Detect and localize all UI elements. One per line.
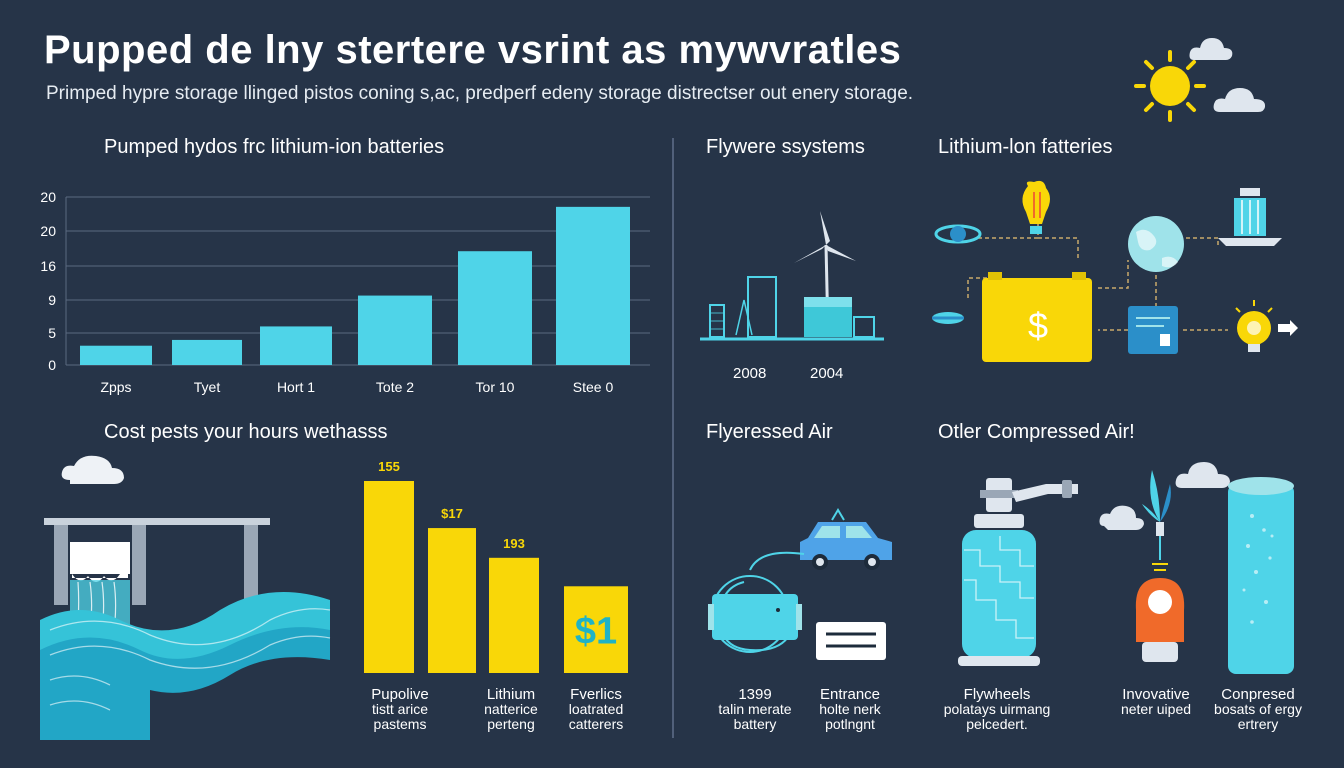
- bottom-right-label-1-title: Flywheels: [963, 686, 1031, 703]
- bottom-right-label-2-line2: neter uiped: [1120, 701, 1192, 717]
- bottom-mid-label-2-line3: potlngnt: [825, 716, 875, 732]
- cost-label-2-title: Lithium: [486, 686, 536, 703]
- bar: [364, 481, 414, 673]
- section-title-bottom-right: Otler Compressed Air!: [938, 421, 1135, 443]
- bar: [260, 326, 332, 365]
- x-tick-label: Zpps: [100, 379, 131, 395]
- bottom-mid-label-2-line2: holte nerk: [819, 701, 881, 717]
- car-battery-diagram: [708, 508, 892, 660]
- bar-value-label: $1: [575, 611, 617, 653]
- section-title-top-left: Pumped hydos frc lithium-ion batteries: [104, 136, 445, 158]
- y-tick-label: 5: [48, 325, 56, 341]
- flywheel-year-2: 2004: [810, 365, 844, 382]
- bar-value-label: 155: [378, 459, 400, 474]
- bottom-right-label-1-line2: polatays uirmang: [943, 701, 1051, 717]
- bottom-right-label-3: Conpresed bosats of ergy ertrery: [1208, 687, 1308, 732]
- bottom-right-label-2-title: Invovative: [1122, 686, 1190, 703]
- page-title: Pupped de lny stertere vsrint as mywvrat…: [44, 28, 902, 72]
- flywheel-year-1: 2008: [733, 365, 767, 382]
- document-icon: [1128, 306, 1178, 354]
- bar: [489, 557, 539, 673]
- cost-label-3-line2: loatrated: [568, 701, 624, 717]
- bottom-mid-label-1: 1399 talin merate battery: [700, 687, 810, 732]
- innovative-device-icon: [1099, 470, 1185, 662]
- y-tick-label: 20: [40, 189, 56, 205]
- sun-icon: [1134, 50, 1206, 122]
- bar: [556, 206, 630, 365]
- x-tick-label: Tor 10: [476, 379, 515, 395]
- center-divider: [672, 138, 674, 738]
- battery-tower-icon: [1218, 188, 1282, 246]
- drone-icon: [932, 312, 964, 324]
- bottom-mid-label-2: Entrance holte nerk potlngnt: [800, 687, 900, 732]
- x-tick-label: Tyet: [194, 379, 221, 395]
- bottom-right-label-3-line2: bosats of ergy: [1214, 701, 1302, 717]
- wind-turbine-icon: [1142, 470, 1171, 536]
- bar-value-label: 193: [503, 536, 525, 551]
- cost-label-3-title: Fverlics: [570, 686, 622, 703]
- page-subtitle: Primped hypre storage llinged pistos con…: [46, 83, 914, 104]
- cloud-icon: [1175, 462, 1230, 488]
- section-title-bottom-mid: Flyeressed Air: [706, 421, 833, 443]
- bottom-mid-label-1-line2: talin merate: [718, 701, 792, 717]
- bar: [458, 251, 532, 365]
- cost-label-3: Fverlics loatrated catterers: [551, 687, 641, 732]
- bar-chart-cost: 155 $17 193 $1: [364, 459, 628, 673]
- bottom-mid-label-1-title: 1399: [738, 686, 772, 703]
- cost-label-3-line3: catterers: [568, 716, 624, 732]
- bar: [564, 586, 628, 673]
- bar: [358, 295, 432, 365]
- section-title-top-right: Lithium-lon fatteries: [938, 136, 1113, 158]
- bar-chart-pumped-hydro: 0 5 9 16 20 20 Zpps Tyet Hort 1 Tote 2 Tor 10 Stee …: [40, 189, 650, 395]
- bottom-mid-label-1-line3: battery: [733, 716, 777, 732]
- bar: [172, 339, 242, 365]
- bottom-right-label-2: Invovative neter uiped: [1106, 687, 1206, 717]
- bar: [428, 528, 476, 673]
- battery-flow-diagram: $: [932, 180, 1298, 362]
- cloud-icon: [1213, 88, 1266, 112]
- x-tick-label: Stee 0: [573, 379, 614, 395]
- bar: [80, 345, 152, 365]
- cost-label-2-line2: natterice: [484, 701, 538, 717]
- dollar-icon: $: [1028, 305, 1048, 346]
- car-icon: [800, 508, 892, 570]
- section-title-bottom-left: Cost pests your hours wethasss: [104, 421, 388, 443]
- bottom-right-label-3-line3: ertrery: [1237, 716, 1279, 732]
- bottom-right-label-3-title: Conpresed: [1221, 686, 1295, 703]
- satellite-icon: [934, 224, 982, 244]
- hydro-dam-icon: [40, 455, 331, 740]
- wind-turbine-icon: [700, 211, 884, 341]
- x-tick-label: Hort 1: [277, 379, 315, 395]
- cost-label-1-title: Pupolive: [371, 686, 429, 703]
- bottom-right-label-1-line3: pelcedert.: [966, 716, 1028, 732]
- cloud-icon: [1189, 38, 1233, 60]
- globe-icon: [1128, 216, 1184, 272]
- flywheel-icon: [708, 594, 802, 640]
- bar-value-label: $17: [441, 506, 463, 521]
- cost-label-2-line3: perteng: [487, 716, 535, 732]
- y-tick-label: 9: [48, 292, 56, 308]
- cost-label-1: Pupolive tistt arice pastems: [355, 687, 445, 732]
- cost-label-1-line3: pastems: [373, 716, 427, 732]
- y-tick-label: 20: [40, 223, 56, 239]
- lightbulb-icon: [1022, 180, 1050, 234]
- lightbulb-icon: [1235, 300, 1273, 352]
- cost-label-1-line2: tistt arice: [371, 701, 428, 717]
- cost-label-2: Lithium natterice perteng: [466, 687, 556, 732]
- section-title-top-mid: Flywere ssystems: [706, 136, 865, 158]
- y-tick-label: 16: [40, 258, 56, 274]
- battery-cylinder-icon: [1228, 477, 1294, 674]
- compressed-air-tank-icon: [958, 478, 1078, 666]
- bottom-mid-label-2-title: Entrance: [819, 686, 881, 703]
- y-tick-label: 0: [48, 357, 56, 373]
- bottom-right-label-1: Flywheels polatays uirmang pelcedert.: [932, 687, 1062, 732]
- x-tick-label: Tote 2: [376, 379, 414, 395]
